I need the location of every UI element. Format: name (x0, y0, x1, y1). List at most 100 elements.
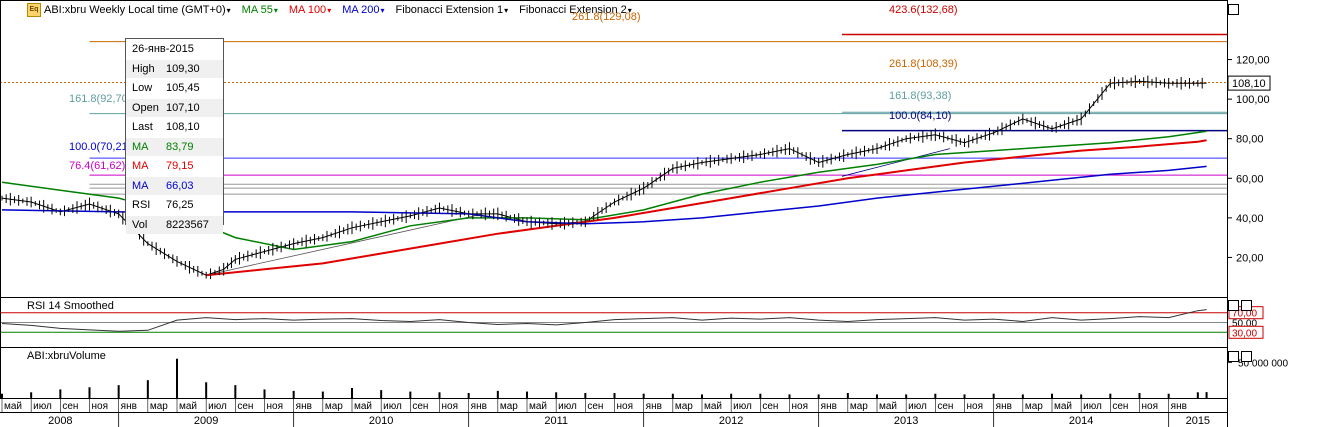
maximize-price-panel-button[interactable] (1228, 4, 1239, 15)
price-tick-label: 40,00 (1236, 213, 1264, 225)
data-window-value: 107,10 (166, 101, 200, 114)
data-window-value: 76,25 (166, 199, 194, 211)
month-label: июл (1083, 401, 1102, 412)
month-label: янв (121, 401, 137, 412)
fib-label-261-a: 261.8(129,08) (572, 11, 641, 23)
maximize-rsi-panel-button[interactable] (1228, 300, 1239, 311)
data-window-row: Vol 8223567 (126, 214, 223, 234)
volume-tick-label: 50 000 000 (1238, 358, 1288, 369)
rsi-line (1, 309, 1207, 332)
series-line-2 (206, 139, 1207, 277)
volume-bar (584, 393, 587, 398)
volume-bar (555, 392, 558, 398)
price-tick-label: 60,00 (1236, 173, 1264, 185)
month-label: ноя (1142, 401, 1159, 412)
month-label: июл (383, 401, 402, 412)
fib-label-161-a: 161.8(92,70) (69, 93, 131, 105)
volume-bar (1, 393, 3, 398)
fib-label-161-b: 161.8(93,38) (889, 90, 951, 102)
year-label: 2008 (48, 415, 72, 427)
rsi-level-label: 30,00 (1232, 328, 1257, 339)
month-label: май (179, 401, 197, 412)
fib1-legend[interactable]: Fibonacci Extension 1 (396, 4, 509, 16)
data-window-value: 66,03 (166, 179, 194, 192)
app-logo[interactable]: Eq (27, 3, 41, 17)
month-label: мар (675, 401, 693, 412)
month-label: сен (587, 401, 603, 412)
close-rsi-panel-button[interactable] (1241, 300, 1252, 311)
year-label: 2014 (1069, 415, 1093, 427)
month-label: ноя (617, 401, 634, 412)
chart-header: Eq ABI:xbru Weekly Local time (GMT+0) MA… (0, 0, 1230, 20)
vol-layer (1, 358, 1208, 398)
month-label: мар (500, 401, 518, 412)
price-tick-label: 80,00 (1236, 134, 1264, 146)
month-label: май (879, 401, 897, 412)
data-window-value: 83,79 (166, 140, 194, 153)
volume-bar (526, 391, 528, 398)
volume-bar (321, 391, 324, 398)
volume-bar (759, 393, 762, 398)
fib-label-764: 76.4(61,62) (69, 160, 125, 172)
symbol-selector[interactable]: ABI:xbru Weekly Local time (GMT+0) (44, 4, 231, 16)
data-window-row: Low 105,45 (126, 78, 223, 98)
rsi-level-label: 70,00 (1232, 309, 1257, 320)
data-window-key: Low (132, 82, 153, 94)
volume-panel-frame (0, 347, 1228, 399)
ma100-legend[interactable]: MA 100 (289, 4, 331, 16)
ma200-legend[interactable]: MA 200 (342, 4, 384, 16)
fib-trend-line (206, 213, 484, 276)
volume-bar (1021, 394, 1024, 398)
volume-bar (963, 394, 966, 398)
month-label: июл (208, 401, 227, 412)
data-window-key: MA (132, 179, 149, 192)
data-window-row: MA 66,03 (126, 175, 223, 195)
data-window-key: Last (132, 121, 153, 133)
month-label: май (529, 401, 547, 412)
volume-bar (234, 385, 237, 398)
data-window-value: 105,45 (166, 82, 200, 94)
fib-label-100-b: 100.0(84,10) (889, 110, 951, 122)
fib-label-423: 423.6(132,68) (889, 4, 958, 16)
volume-bar (351, 388, 353, 398)
close-volume-panel-button[interactable] (1241, 351, 1252, 362)
volume-bar (642, 393, 645, 398)
volume-bar (292, 390, 295, 398)
year-label: 2012 (719, 415, 743, 427)
data-window: 26-янв-2015 High 109,30 Low 105,45 Open 107,1… (125, 38, 224, 234)
volume-bar (1167, 393, 1170, 398)
ma55-legend[interactable]: MA 55 (242, 4, 278, 16)
volume-bar (88, 387, 91, 398)
month-label: мар (150, 401, 168, 412)
volume-bar (380, 390, 383, 398)
volume-bar (846, 393, 849, 398)
volume-bar (1138, 393, 1141, 398)
data-window-row: RSI 76,25 (126, 195, 223, 215)
data-window-value: 79,15 (166, 160, 194, 172)
data-window-key: Vol (132, 218, 148, 231)
series-line-3 (1, 165, 1207, 225)
month-label: ноя (967, 401, 984, 412)
fib-label-100-a: 100.0(70,21) (69, 141, 131, 153)
month-label: сен (762, 401, 778, 412)
month-label: май (354, 401, 372, 412)
price-tick-label: 120,00 (1236, 55, 1270, 67)
maximize-volume-panel-button[interactable] (1228, 351, 1239, 362)
year-label: 2011 (544, 415, 568, 427)
volume-bar (176, 358, 178, 398)
volume-bar (117, 385, 120, 398)
month-label: июл (733, 401, 752, 412)
data-window-key: Open (132, 101, 159, 114)
month-label: мар (850, 401, 868, 412)
month-label: сен (62, 401, 78, 412)
month-label: июл (33, 401, 52, 412)
volume-bar (905, 394, 908, 398)
year-label: 2013 (894, 415, 918, 427)
volume-bar (467, 393, 470, 398)
last-price-label: 108,10 (1232, 78, 1266, 90)
volume-bar (701, 394, 703, 398)
fib2-legend[interactable]: Fibonacci Extension 2 (519, 4, 632, 16)
volume-bar (876, 394, 878, 398)
volume-bar (613, 393, 616, 398)
